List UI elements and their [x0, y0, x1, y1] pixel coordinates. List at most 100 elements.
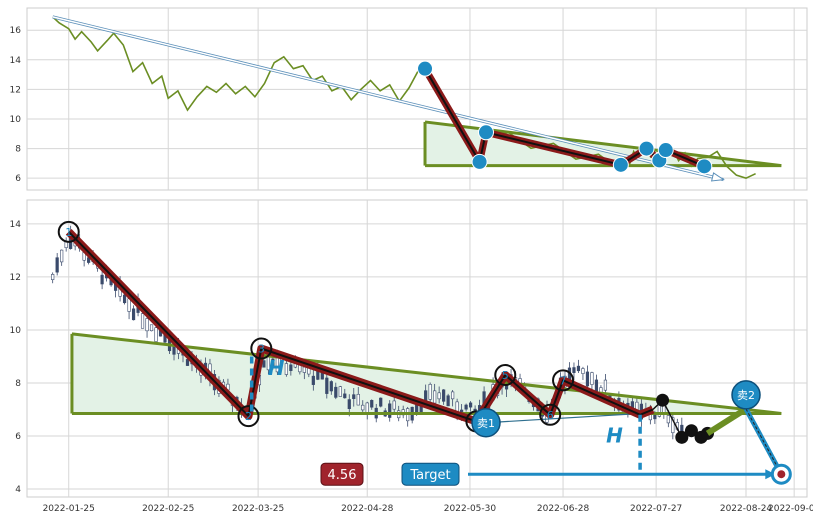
top-wave-node: [471, 153, 488, 170]
x-tick-label: 2022-04-28: [341, 504, 394, 514]
candle-body: [433, 390, 437, 404]
top-ytick-label: 10: [10, 115, 22, 125]
candle-body: [379, 397, 383, 407]
wave-node-circle: [57, 220, 80, 243]
candle-body: [122, 294, 127, 304]
trend-arrow-head: [710, 172, 725, 182]
sell-signal-label: 卖1: [477, 417, 495, 430]
top-panel: 6 8 10 12 14 16: [10, 7, 808, 191]
top-ytick-label: 8: [15, 145, 21, 155]
sell-signal-badge: [731, 380, 761, 410]
candle-body: [289, 364, 293, 371]
bottom-ytick-label: 6: [15, 432, 21, 442]
candle-body: [140, 313, 145, 329]
wave-node-label: 3: [258, 343, 265, 356]
wave-node-label: 7: [560, 374, 567, 387]
sell2-approach-band: [705, 406, 748, 436]
top-ytick-label: 6: [15, 174, 21, 184]
candle-body: [262, 360, 266, 368]
candle-body: [145, 318, 149, 332]
wave-node-circle: [237, 405, 260, 428]
candle-body: [446, 395, 450, 407]
candle-body: [361, 404, 365, 411]
candle-body: [428, 384, 432, 400]
candle-body: [325, 377, 329, 394]
bottom-ytick-label: 14: [10, 220, 22, 230]
h-marker-label: H: [268, 356, 285, 380]
black-dot: [656, 393, 670, 407]
candle-body: [388, 403, 392, 418]
wave-node-label: 2: [245, 410, 252, 423]
candle-body: [392, 400, 396, 410]
candle-body: [131, 308, 136, 321]
top-wave-node: [638, 140, 655, 157]
wave-node-circle: [552, 369, 575, 392]
guide-line: [485, 412, 641, 424]
top-ytick-label: 14: [10, 56, 22, 66]
wave-node-label: 5: [502, 369, 509, 382]
top-ytick-label: 16: [10, 26, 22, 36]
candle-body: [149, 324, 154, 332]
bottom-ytick-label: 10: [10, 326, 22, 336]
top-wave-node: [657, 142, 674, 159]
x-tick-label: 2022-05-30: [444, 504, 497, 514]
target-value-label: 4.56: [328, 468, 357, 483]
wave-node-circle: [539, 403, 562, 426]
h-marker-label: H: [606, 424, 623, 448]
top-ytick-label: 12: [10, 85, 21, 95]
candle-body: [469, 402, 473, 408]
wave-node-label: 1: [65, 226, 72, 239]
candle-body: [334, 386, 338, 398]
candle-body: [51, 274, 55, 281]
trend-arrow-core: [52, 16, 724, 181]
target-point-core: [777, 470, 786, 479]
candle-body: [370, 400, 374, 408]
target-badge-label: Target: [409, 468, 450, 483]
top-wave-node: [417, 60, 434, 77]
candle-body: [154, 327, 158, 342]
target-arrow-head: [765, 469, 776, 480]
candle-body: [60, 249, 64, 263]
top-wave-node: [478, 124, 495, 141]
sell-signal-badge: [471, 408, 501, 438]
candle-body: [271, 358, 275, 367]
candle-body: [437, 392, 441, 400]
candle-body: [581, 368, 585, 374]
candle-body: [442, 389, 446, 402]
candle-body: [671, 417, 675, 434]
candle-body: [451, 391, 455, 400]
candle-body: [356, 393, 360, 406]
candle-body: [585, 371, 590, 387]
candle-body: [352, 394, 356, 399]
candle-body: [100, 274, 104, 285]
x-tick-label: 2022-09-08: [768, 504, 813, 514]
black-dot: [675, 430, 689, 444]
candle-body: [343, 393, 347, 399]
bottom-ytick-label: 4: [15, 485, 21, 495]
bottom-ytick-label: 8: [15, 379, 21, 389]
wave-node-circle: [494, 364, 517, 387]
x-tick-label: 2022-08-24: [720, 504, 773, 514]
sell2-arrow-core: [745, 408, 782, 475]
candle-body: [338, 386, 342, 397]
candle-body: [311, 375, 315, 385]
top-wave-node: [612, 156, 629, 173]
candle-body: [284, 363, 288, 375]
sell-signal-label: 卖2: [737, 389, 755, 402]
candle-body: [347, 399, 351, 409]
candle-body: [603, 379, 608, 391]
x-tick-label: 2022-07-27: [630, 504, 682, 514]
candle-body: [302, 366, 306, 373]
x-tick-label: 2022-01-25: [43, 504, 95, 514]
candle-body: [590, 372, 594, 385]
x-tick-label: 2022-06-28: [537, 504, 590, 514]
bottom-ytick-label: 12: [10, 273, 21, 283]
price-line: [52, 16, 426, 112]
x-tick-label: 2022-02-25: [142, 504, 194, 514]
candle-body: [666, 415, 670, 424]
candle-body: [127, 298, 131, 312]
wave-node-circle: [250, 337, 273, 360]
candle-body: [55, 257, 59, 273]
